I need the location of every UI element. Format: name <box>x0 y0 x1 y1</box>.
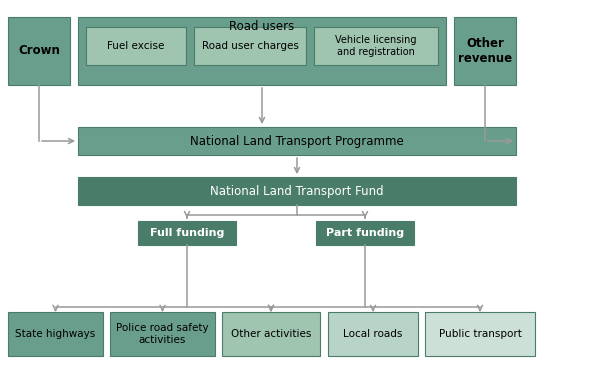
Text: Local roads: Local roads <box>343 329 402 339</box>
Text: Vehicle licensing
and registration: Vehicle licensing and registration <box>335 35 417 57</box>
Text: State highways: State highways <box>15 329 96 339</box>
Text: National Land Transport Programme: National Land Transport Programme <box>190 135 404 148</box>
Text: Road user charges: Road user charges <box>202 41 298 51</box>
FancyBboxPatch shape <box>454 17 516 85</box>
Text: Public transport: Public transport <box>439 329 521 339</box>
Text: Crown: Crown <box>18 44 60 57</box>
Text: Other
revenue: Other revenue <box>458 37 512 65</box>
Text: National Land Transport Fund: National Land Transport Fund <box>210 185 384 198</box>
FancyBboxPatch shape <box>8 312 103 356</box>
FancyBboxPatch shape <box>78 127 516 155</box>
FancyBboxPatch shape <box>425 312 535 356</box>
Text: Other activities: Other activities <box>231 329 311 339</box>
FancyBboxPatch shape <box>78 177 516 205</box>
FancyBboxPatch shape <box>314 27 438 65</box>
Text: Road users: Road users <box>229 20 295 34</box>
FancyBboxPatch shape <box>316 221 414 245</box>
FancyBboxPatch shape <box>8 17 70 85</box>
FancyBboxPatch shape <box>86 27 186 65</box>
FancyBboxPatch shape <box>110 312 215 356</box>
Text: Full funding: Full funding <box>150 228 224 238</box>
FancyBboxPatch shape <box>78 17 446 85</box>
Text: Police road safety
activities: Police road safety activities <box>116 323 209 345</box>
FancyBboxPatch shape <box>138 221 236 245</box>
FancyBboxPatch shape <box>222 312 320 356</box>
Text: Fuel excise: Fuel excise <box>108 41 165 51</box>
FancyBboxPatch shape <box>328 312 418 356</box>
Text: Part funding: Part funding <box>326 228 404 238</box>
FancyBboxPatch shape <box>194 27 306 65</box>
